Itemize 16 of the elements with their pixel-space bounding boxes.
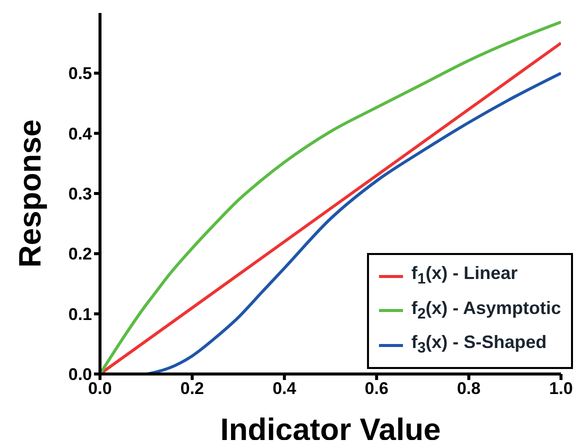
- y-axis-title: Response: [12, 119, 48, 268]
- x-tick-label: 0.4: [272, 379, 297, 398]
- y-tick-label: 0.1: [68, 304, 92, 324]
- x-tick-label: 1.0: [549, 379, 573, 398]
- y-tick-label: 0.5: [68, 64, 92, 84]
- legend-label: f$_{2}$(x) - Asymptotic: [411, 296, 561, 324]
- legend-label: f$_{3}$(x) - S-Shaped: [411, 331, 547, 359]
- x-tick-label: 0.2: [180, 379, 204, 398]
- x-axis-title: Indicator Value: [220, 412, 441, 446]
- x-tick-label: 0.6: [364, 379, 388, 398]
- y-tick-label: 0.2: [68, 244, 92, 264]
- x-tick-label: 0.8: [456, 379, 481, 398]
- legend-label: f$_{1}$(x) - Linear: [411, 262, 518, 290]
- y-tick-label: 0.3: [68, 184, 92, 204]
- x-tick-label: 0.0: [88, 379, 112, 398]
- y-tick-label: 0.4: [68, 124, 93, 144]
